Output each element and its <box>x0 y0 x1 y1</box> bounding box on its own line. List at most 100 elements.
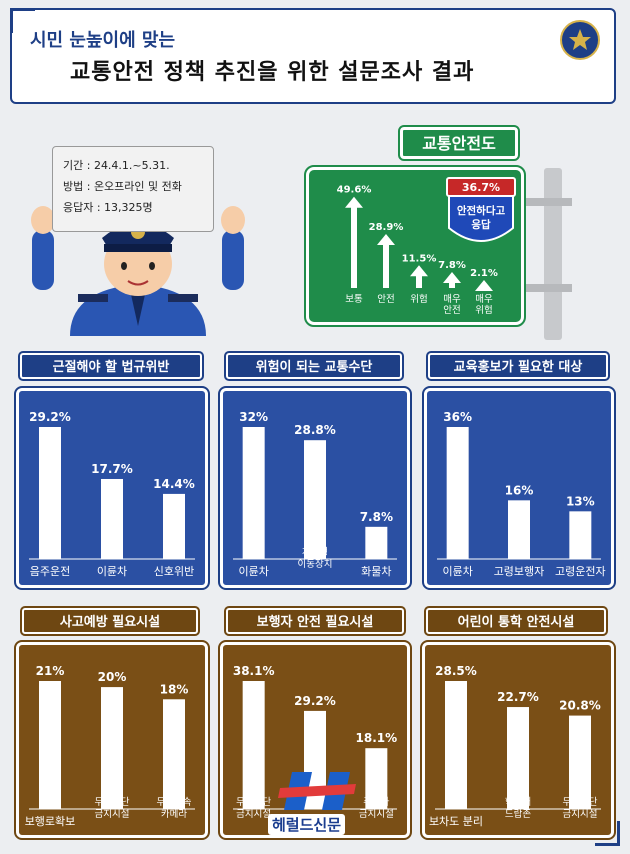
bar-2 <box>569 715 591 809</box>
bar-0 <box>39 427 61 559</box>
bar-value-label: 28.8% <box>294 423 336 437</box>
bar-category-label: 무인횡단 <box>95 796 130 808</box>
bar-value-label: 22.7% <box>497 690 539 704</box>
arrow-shaft <box>416 274 422 288</box>
bar-category-label: 고령운전자 <box>555 565 606 578</box>
bar-category-label: 보차도 분리 <box>429 815 483 828</box>
bar-0 <box>242 681 265 809</box>
bar-1 <box>304 440 326 559</box>
bar-category-label: 금지시설 <box>563 809 598 820</box>
bar-category-label: 금지시설 <box>95 809 130 820</box>
survey-period: 기간 : 24.4.1.~5.31. <box>63 159 170 172</box>
bar-2 <box>163 699 185 809</box>
bar-value-label: 20% <box>98 670 127 684</box>
shield-percent: 36.7% <box>462 181 500 194</box>
police-emblem-icon <box>560 20 600 60</box>
bar-0 <box>39 681 61 809</box>
arrow-head <box>475 280 493 291</box>
bar-value-label: 38.1% <box>233 664 275 678</box>
bar-value-label: 29.2% <box>294 694 336 708</box>
bar-category-label: 이륜차 <box>238 565 268 578</box>
panel-title-pedestrian: 보행자 안전 필요시설 <box>224 606 406 636</box>
safety-chart-board: 49.6% 보통 28.9% 안전 11.5% 위험 7.8% 매우 안전 2.1% 매우 위험 36.… <box>304 165 526 327</box>
sign-pole <box>544 168 562 340</box>
bar-category-label: 신호위반 <box>154 565 194 578</box>
bar-0 <box>445 681 467 809</box>
bar-category-label: 드랍존 <box>505 808 531 820</box>
panel-title-accident: 사고예방 필요시설 <box>20 606 200 636</box>
arrow-head <box>345 196 363 208</box>
bar-value-label: 32% <box>239 410 268 424</box>
safety-category-label: 위험 <box>410 293 427 305</box>
panel-accident: 21% 보행로확보 20% 무인횡단 금지시설 18% 무인단속 카메라 <box>14 640 210 840</box>
bar-2 <box>365 748 388 809</box>
arrow-shaft <box>351 205 357 288</box>
bar-2 <box>163 493 185 559</box>
bar-category-label: 개인형 <box>302 547 328 558</box>
bar-category-label: 카메라 <box>161 809 187 820</box>
bar-value-label: 17.7% <box>91 462 133 476</box>
bar-value-label: 13% <box>566 494 595 508</box>
safety-value-label: 11.5% <box>402 253 437 264</box>
survey-respondents: 응답자 : 13,325명 <box>63 201 153 214</box>
bar-2 <box>569 511 592 559</box>
safety-category-label: 매우 <box>443 294 461 305</box>
arrow-head <box>443 271 461 283</box>
arrow-shaft <box>449 280 455 288</box>
panel-title-violations: 근절해야 할 법규위반 <box>18 351 204 381</box>
bar-category-label: 이륜차 <box>97 565 127 578</box>
bar-category-label: 무단횡단 <box>236 796 271 808</box>
bar-0 <box>446 427 469 559</box>
panel-school: 28.5% 보차도 분리 22.7% 학교내 드랍존 20.8% 무단횡단 금지시설 <box>420 640 616 840</box>
safety-bar-2: 11.5% 위험 <box>402 253 437 305</box>
arrow-head <box>410 265 428 277</box>
header-corner-mark <box>10 8 35 33</box>
safety-bar-1: 28.9% 안전 <box>369 222 404 305</box>
bar-value-label: 7.8% <box>360 510 393 524</box>
bar-category-label: 주정차 <box>363 796 389 808</box>
bar-value-label: 20.8% <box>559 699 601 713</box>
safety-category-label: 매우 <box>475 294 493 305</box>
bar-1 <box>508 500 530 559</box>
bar-value-label: 21% <box>36 664 65 678</box>
newspaper-logo-icon <box>278 772 356 810</box>
header-box <box>10 8 616 104</box>
safety-category-label: 위험 <box>475 304 492 316</box>
shield-text: 응답 <box>471 219 491 231</box>
panel-education: 36% 이륜차 16% 고령보행자 13% 고령운전자 <box>422 386 616 590</box>
safety-category-label: 보통 <box>345 294 363 305</box>
safety-category-label: 안전 <box>377 294 394 305</box>
bar-1 <box>101 687 123 809</box>
bar-value-label: 16% <box>505 483 534 497</box>
bar-0 <box>242 427 265 559</box>
bar-category-label: 고령보행자 <box>494 565 545 578</box>
shield-text: 안전하다고 <box>457 204 506 217</box>
bar-category-label: 무인단속 <box>157 797 192 808</box>
bar-category-label: 금지시설 <box>236 809 271 820</box>
bar-value-label: 36% <box>443 410 472 424</box>
bar-value-label: 14.4% <box>153 477 195 491</box>
bar-category-label: 금지시설 <box>359 809 394 820</box>
bar-1 <box>507 707 529 809</box>
survey-info-sign: 기간 : 24.4.1.~5.31. 방법 : 온오프라인 및 전화 응답자 :… <box>52 146 214 232</box>
bar-category-label: 무단횡단 <box>563 796 598 808</box>
bar-value-label: 29.2% <box>29 410 71 424</box>
header-corner-mark <box>595 821 620 846</box>
newspaper-logo-text: 헤럴드신문 <box>268 814 346 835</box>
arrow-shaft <box>383 242 389 288</box>
police-officer-illustration <box>31 206 245 336</box>
safety-arrow-chart: 49.6%보통28.9%안전11.5%위험7.8%매우안전2.1%매우위험36.… <box>337 177 516 316</box>
safety-value-label: 2.1% <box>470 268 498 279</box>
header-subtitle: 시민 눈높이에 맞는 <box>30 30 176 51</box>
panel-title-school: 어린이 통학 안전시설 <box>424 606 608 636</box>
bar-category-label: 이륜차 <box>442 565 472 578</box>
panel-title-vehicles: 위험이 되는 교통수단 <box>224 351 404 381</box>
